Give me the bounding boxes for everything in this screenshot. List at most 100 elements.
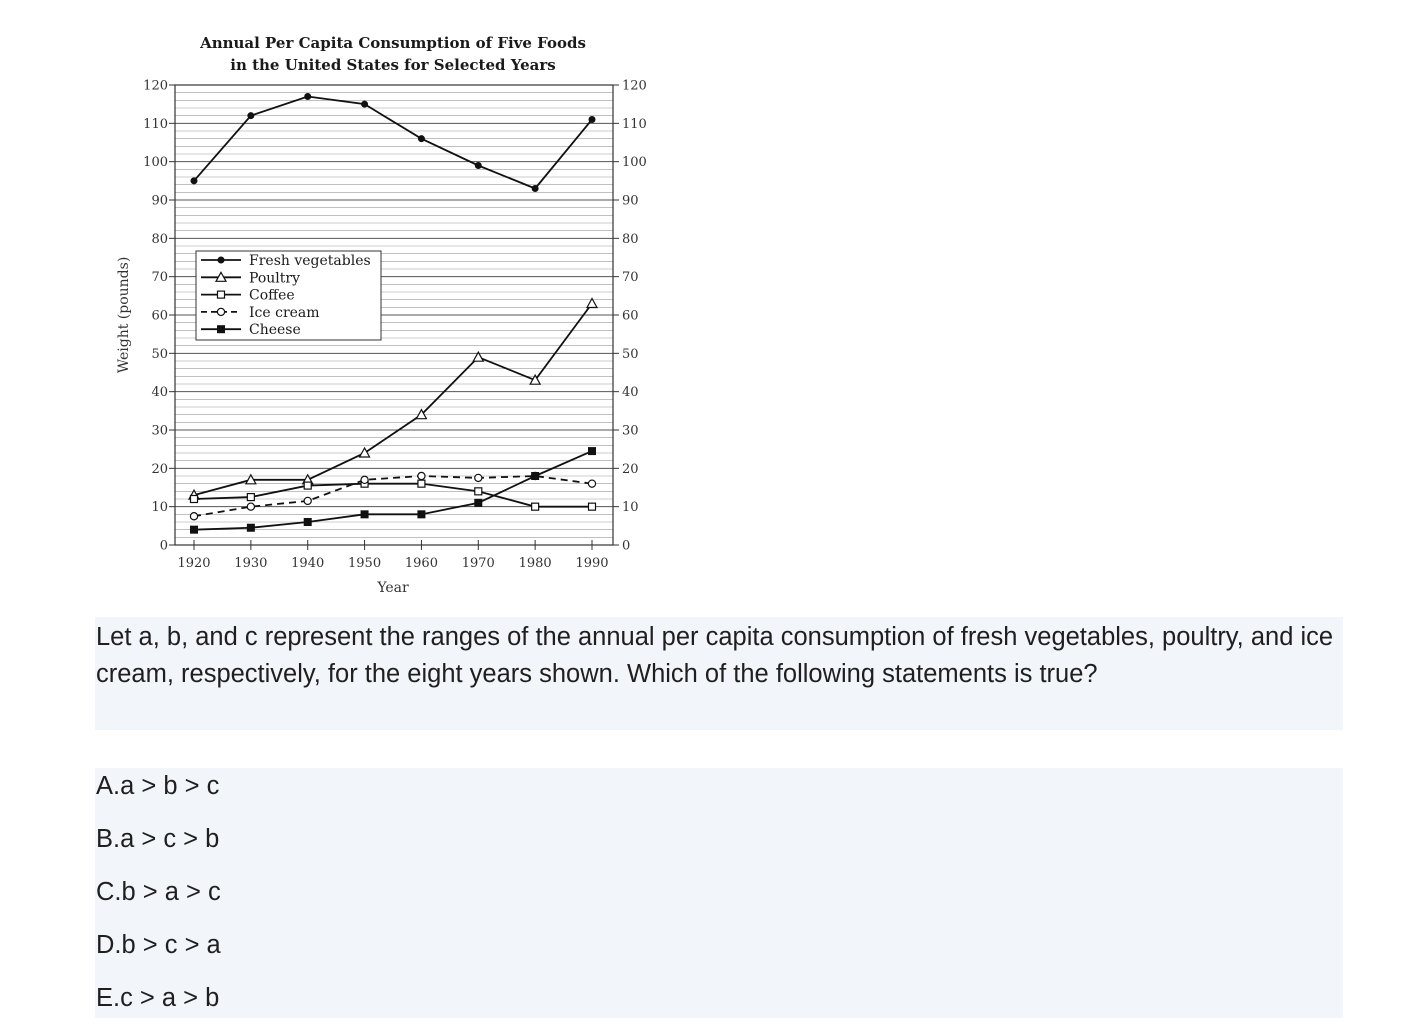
marker-filled-square (190, 525, 198, 534)
choice-text: b > c > a (121, 931, 221, 959)
series-cheese (190, 447, 596, 534)
y-tick-label-right: 10 (622, 500, 639, 515)
y-tick-label-right: 100 (622, 155, 647, 170)
y-tick-label-right: 60 (622, 309, 639, 324)
y-tick-label-right: 120 (622, 79, 647, 94)
marker-open-square (587, 502, 597, 511)
marker-open-square (303, 481, 312, 490)
marker-filled-square (417, 510, 426, 519)
x-tick-label: 1980 (519, 556, 552, 571)
choice-letter: C. (96, 878, 122, 906)
marker-open-square (474, 487, 483, 496)
x-tick-label: 1920 (177, 556, 210, 571)
marker-open-triangle (585, 297, 599, 309)
y-tick-label-right: 40 (622, 385, 639, 400)
y-tick-label-right: 0 (622, 539, 630, 554)
choice-text: a > c > b (120, 825, 220, 853)
marker-filled-circle (304, 93, 312, 100)
x-tick-label: 1930 (234, 556, 267, 571)
marker-open-circle (474, 473, 483, 483)
marker-open-triangle (214, 271, 228, 282)
marker-open-triangle (472, 350, 485, 362)
choice-c[interactable]: C.b > a > c (96, 874, 221, 910)
marker-filled-square (531, 472, 540, 480)
choice-text: a > b > c (120, 772, 220, 800)
y-tick-label-right: 110 (622, 117, 647, 132)
choice-d[interactable]: D.b > c > a (96, 927, 221, 963)
y-tick-label-right: 80 (622, 232, 639, 247)
marker-filled-circle (531, 185, 539, 192)
choice-letter: A. (96, 772, 121, 800)
marker-open-circle (360, 475, 369, 485)
choice-letter: E. (96, 984, 121, 1012)
marker-filled-circle (247, 112, 255, 120)
y-tick-label-left: 50 (151, 347, 168, 362)
choice-b[interactable]: B.a > c > b (96, 821, 219, 857)
choice-text: c > a > b (120, 984, 220, 1012)
chart-title: Annual Per Capita Consumption of Five Fo… (199, 34, 586, 52)
marker-open-circle (246, 502, 256, 511)
marker-filled-circle (361, 100, 369, 108)
y-tick-label-left: 20 (151, 462, 168, 477)
legend-label: Ice cream (249, 305, 320, 321)
series-line (193, 482, 592, 508)
question-box: Let a, b, and c represent the ranges of … (95, 617, 1343, 730)
choice-e[interactable]: E.c > a > b (96, 980, 219, 1016)
series-line (193, 450, 593, 531)
marker-filled-circle (588, 116, 596, 123)
marker-open-circle (587, 479, 597, 488)
marker-open-square (246, 492, 255, 502)
y-tick-label-left: 90 (151, 194, 168, 209)
y-tick-label-left: 100 (143, 155, 168, 170)
choice-a[interactable]: A.a > b > c (96, 768, 219, 804)
x-tick-label: 1960 (405, 556, 438, 571)
series-coffee (189, 479, 597, 511)
x-axis-label: Year (376, 580, 409, 596)
marker-open-square (531, 502, 540, 511)
marker-open-circle (303, 496, 312, 506)
marker-filled-square (217, 325, 225, 334)
marker-filled-square (246, 523, 255, 532)
chart-title: in the United States for Selected Years (230, 56, 555, 74)
series-line (193, 302, 593, 497)
marker-open-circle (216, 307, 226, 317)
choice-letter: D. (96, 931, 122, 959)
marker-open-triangle (358, 446, 371, 458)
y-tick-label-left: 110 (143, 117, 168, 132)
marker-filled-square (360, 510, 369, 519)
y-tick-label-left: 10 (151, 500, 168, 515)
legend-label: Cheese (249, 322, 301, 338)
y-tick-label-left: 0 (160, 539, 168, 554)
series-line (193, 475, 593, 518)
x-tick-label: 1970 (462, 556, 495, 571)
marker-filled-circle (190, 177, 198, 185)
marker-open-triangle (244, 473, 257, 485)
y-tick-label-right: 90 (622, 194, 639, 209)
series-line (193, 95, 593, 190)
x-tick-label: 1990 (575, 556, 608, 571)
y-tick-label-left: 30 (151, 424, 168, 439)
y-tick-label-left: 60 (151, 309, 168, 324)
marker-open-triangle (415, 408, 428, 420)
y-tick-label-left: 120 (143, 79, 168, 94)
y-axis-label: Weight (pounds) (116, 257, 132, 374)
y-tick-label-right: 70 (622, 270, 639, 285)
choice-text: b > a > c (121, 878, 221, 906)
marker-filled-square (474, 498, 483, 507)
series-ice-cream (189, 471, 597, 521)
y-tick-label-left: 40 (151, 385, 168, 400)
marker-filled-square (303, 518, 312, 526)
y-tick-label-right: 50 (622, 347, 639, 362)
legend-label: Poultry (249, 270, 300, 286)
question-text: Let a, b, and c represent the ranges of … (96, 623, 1334, 688)
marker-filled-circle (417, 135, 425, 143)
x-tick-label: 1940 (291, 556, 324, 571)
marker-filled-square (588, 447, 596, 456)
y-tick-label-right: 30 (622, 424, 639, 439)
x-tick-label: 1950 (348, 556, 381, 571)
marker-open-square (417, 479, 426, 488)
marker-open-triangle (529, 373, 542, 385)
chart: Annual Per Capita Consumption of Five Fo… (0, 0, 700, 610)
marker-filled-circle (474, 162, 482, 169)
